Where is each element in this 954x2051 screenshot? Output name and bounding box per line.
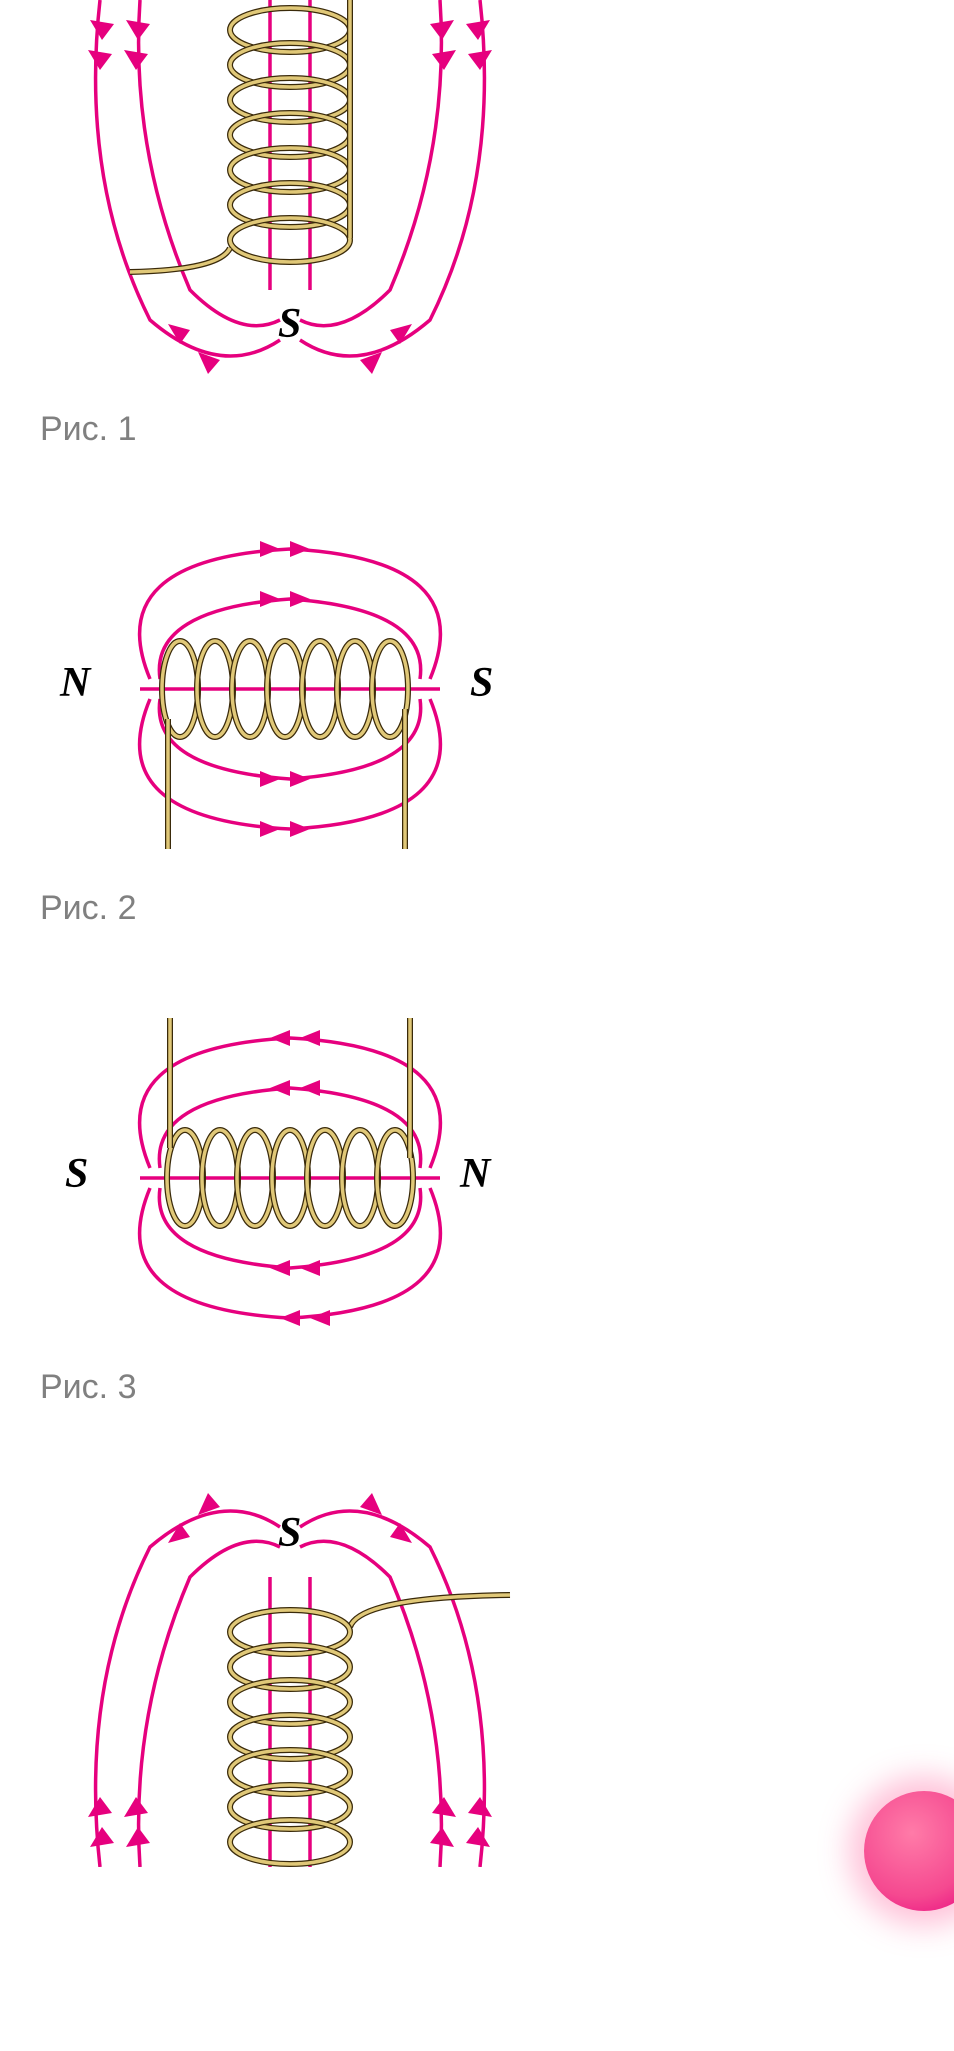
pole-s-fig1: S (278, 300, 301, 348)
caption-3: Рис. 3 (40, 1368, 914, 1407)
caption-2: Рис. 2 (40, 889, 914, 928)
pole-s-fig3: S (65, 1150, 88, 1198)
diagram-4: S (40, 1467, 540, 1867)
figure-3: S N Рис. 3 (0, 988, 954, 1407)
figure-2: N S Рис. 2 (0, 509, 954, 928)
figure-1: S Рис. 1 (0, 0, 954, 449)
diagram-2: N S (40, 509, 540, 879)
coil-4 (230, 1595, 510, 1864)
svg-fig2 (40, 509, 540, 879)
diagram-1: S (40, 0, 540, 400)
coil-1 (130, 0, 350, 272)
pole-n-fig3: N (460, 1150, 490, 1198)
coil-3 (167, 1018, 413, 1226)
pole-n-fig2: N (60, 659, 90, 707)
pole-s-fig4: S (278, 1509, 301, 1557)
pole-s-fig2: S (470, 659, 493, 707)
figure-4: S (0, 1467, 954, 1867)
diagram-3: S N (40, 988, 540, 1358)
caption-1: Рис. 1 (40, 410, 914, 449)
